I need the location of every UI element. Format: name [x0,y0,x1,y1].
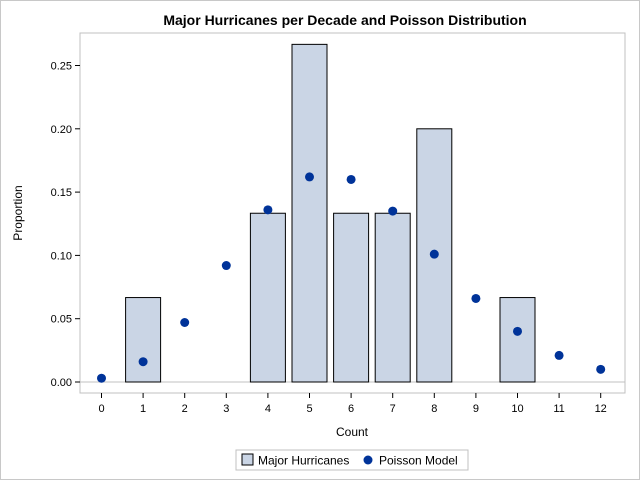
x-tick-label: 1 [140,403,146,415]
legend: Major Hurricanes Poisson Model [235,449,469,471]
plot-area [79,32,626,394]
x-tick-label: 8 [431,403,437,415]
x-axis: 0 1 2 3 4 5 6 7 8 9 10 11 12 [98,393,607,415]
y-axis: 0.00 0.05 0.10 0.15 0.20 0.25 [51,61,625,389]
poisson-point-7 [388,206,398,216]
y-axis-label: Proportion [11,185,25,240]
x-tick-label: 0 [98,403,104,415]
x-tick-label: 9 [473,403,479,415]
poisson-point-2 [180,317,190,327]
poisson-point-1 [138,357,148,367]
poisson-point-8 [429,249,439,259]
y-tick-label: 0.10 [51,250,72,262]
poisson-point-10 [513,326,522,336]
poisson-point-6 [346,174,356,184]
x-tick-label: 2 [182,403,188,415]
point-series [97,172,606,383]
x-tick-label: 11 [553,403,564,415]
legend-frame [235,449,469,471]
legend-point-swatch [363,455,373,465]
y-tick-label: 0.20 [51,124,72,136]
poisson-point-3 [221,261,231,271]
y-tick-label: 0.15 [51,187,72,199]
y-tick-label: 0.00 [51,377,72,389]
poisson-point-4 [263,205,273,215]
bar-count-1 [125,297,162,383]
poisson-point-12 [596,364,606,374]
legend-label-poisson-model: Poisson Model [379,454,458,468]
poisson-point-5 [305,172,314,182]
bar-count-6 [333,212,370,383]
y-tick-label: 0.25 [51,61,72,73]
x-tick-label: 7 [390,403,396,415]
x-tick-label: 6 [348,403,354,415]
bar-count-7 [374,212,411,383]
x-tick-label: 12 [595,403,607,415]
x-tick-label: 3 [223,403,229,415]
bar-count-8 [416,128,453,383]
x-tick-label: 10 [511,403,523,415]
legend-label-major-hurricanes: Major Hurricanes [258,454,349,468]
poisson-point-0 [97,373,106,383]
poisson-point-11 [554,350,564,360]
poisson-point-9 [471,293,481,303]
legend-bar-swatch [241,453,254,466]
bar-count-10 [499,297,536,383]
chart-title: Major Hurricanes per Decade and Poisson … [163,12,526,28]
bar-count-5 [291,43,328,383]
bar-count-4 [249,212,286,383]
x-tick-label: 4 [265,403,271,415]
y-tick-label: 0.05 [51,314,72,326]
x-axis-label: Count [336,425,369,439]
x-tick-label: 5 [306,403,312,415]
bar-series [125,43,536,383]
